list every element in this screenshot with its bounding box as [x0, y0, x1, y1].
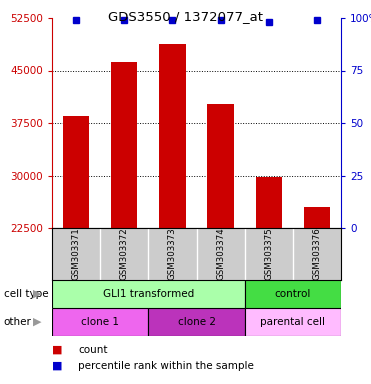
- Text: percentile rank within the sample: percentile rank within the sample: [78, 361, 254, 371]
- Text: parental cell: parental cell: [260, 317, 325, 327]
- Text: GDS3550 / 1372077_at: GDS3550 / 1372077_at: [108, 10, 263, 23]
- Bar: [111, 62, 138, 228]
- Text: cell type: cell type: [4, 289, 48, 299]
- Bar: [207, 104, 234, 228]
- Text: GSM303374: GSM303374: [216, 228, 225, 280]
- Text: GSM303373: GSM303373: [168, 228, 177, 280]
- Text: control: control: [275, 289, 311, 299]
- Text: GSM303372: GSM303372: [120, 228, 129, 280]
- Bar: [304, 207, 330, 228]
- Text: GSM303376: GSM303376: [312, 228, 321, 280]
- Text: ▶: ▶: [33, 317, 42, 327]
- Text: clone 1: clone 1: [81, 317, 119, 327]
- Text: other: other: [4, 317, 32, 327]
- Bar: [148, 308, 244, 336]
- Bar: [244, 280, 341, 308]
- Bar: [52, 280, 244, 308]
- Text: count: count: [78, 345, 108, 355]
- Text: ■: ■: [52, 345, 62, 355]
- Bar: [159, 44, 186, 228]
- Text: ▶: ▶: [33, 289, 42, 299]
- Text: GLI1 transformed: GLI1 transformed: [103, 289, 194, 299]
- Bar: [244, 308, 341, 336]
- Text: GSM303371: GSM303371: [72, 228, 81, 280]
- Text: ■: ■: [52, 361, 62, 371]
- Text: GSM303375: GSM303375: [264, 228, 273, 280]
- Bar: [63, 116, 89, 228]
- Bar: [52, 308, 148, 336]
- Bar: [256, 177, 282, 228]
- Text: clone 2: clone 2: [177, 317, 216, 327]
